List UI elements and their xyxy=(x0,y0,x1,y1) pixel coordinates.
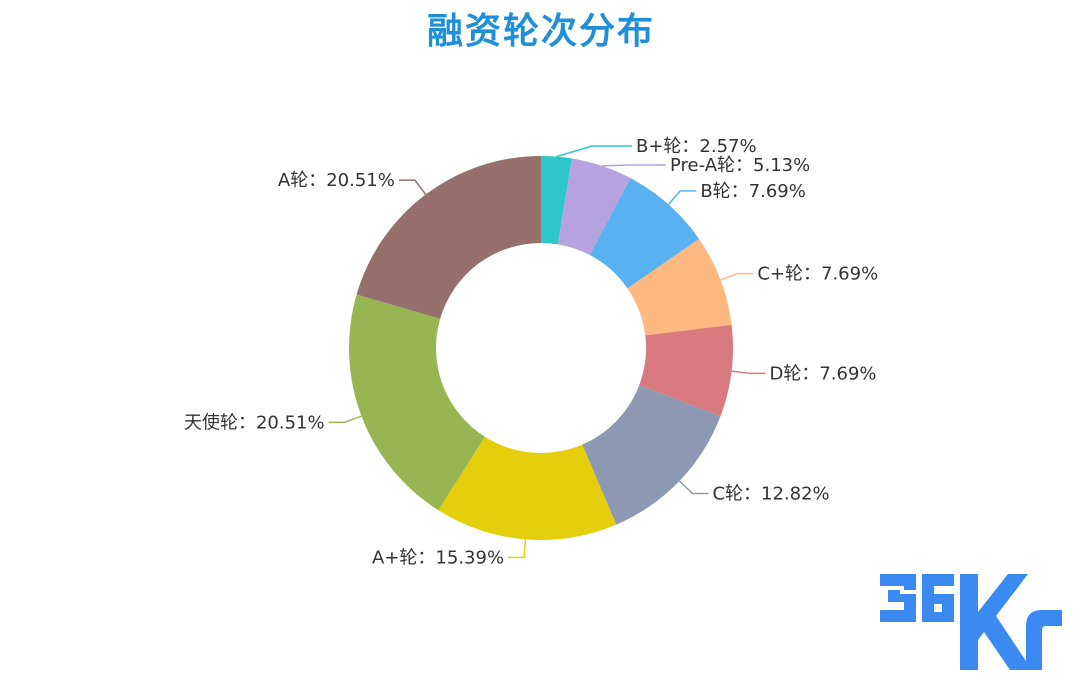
slice-label-8: A轮：20.51% xyxy=(278,170,395,191)
leader-line-8 xyxy=(398,179,427,195)
slice-label-7: 天使轮：20.51% xyxy=(184,412,325,433)
slice-4[interactable] xyxy=(639,324,733,417)
leader-line-5 xyxy=(678,480,709,495)
leader-line-7 xyxy=(328,415,362,424)
slice-1[interactable] xyxy=(557,158,631,256)
slice-label-3: C+轮：7.69% xyxy=(757,264,878,285)
slice-label-6: A+轮：15.39% xyxy=(372,547,504,568)
leader-line-4 xyxy=(731,370,766,375)
slice-label-5: C轮：12.82% xyxy=(712,483,829,504)
leader-line-3 xyxy=(720,272,754,281)
slices-group xyxy=(348,156,733,540)
leader-line-2 xyxy=(667,190,697,205)
slice-6[interactable] xyxy=(438,436,617,540)
slice-label-4: D轮：7.69% xyxy=(769,363,876,384)
slice-label-0: B+轮：2.57% xyxy=(636,136,757,157)
slice-2[interactable] xyxy=(589,178,700,289)
slice-0[interactable] xyxy=(541,156,572,245)
slice-label-1: Pre-A轮：5.13% xyxy=(670,155,810,176)
leader-line-1 xyxy=(601,164,666,167)
leader-line-0 xyxy=(556,145,632,158)
leader-line-6 xyxy=(508,539,527,559)
logo-36kr xyxy=(880,574,1062,670)
labels-group: B+轮：2.57%Pre-A轮：5.13% B轮：7.69% C+轮：7.69% D轮… xyxy=(184,136,878,568)
slice-5[interactable] xyxy=(582,385,721,525)
slice-label-2: B轮：7.69% xyxy=(700,181,806,202)
slice-8[interactable] xyxy=(356,156,541,319)
chart-title: 融资轮次分布 xyxy=(426,11,655,52)
slice-3[interactable] xyxy=(627,238,732,336)
slice-7[interactable] xyxy=(348,294,485,511)
